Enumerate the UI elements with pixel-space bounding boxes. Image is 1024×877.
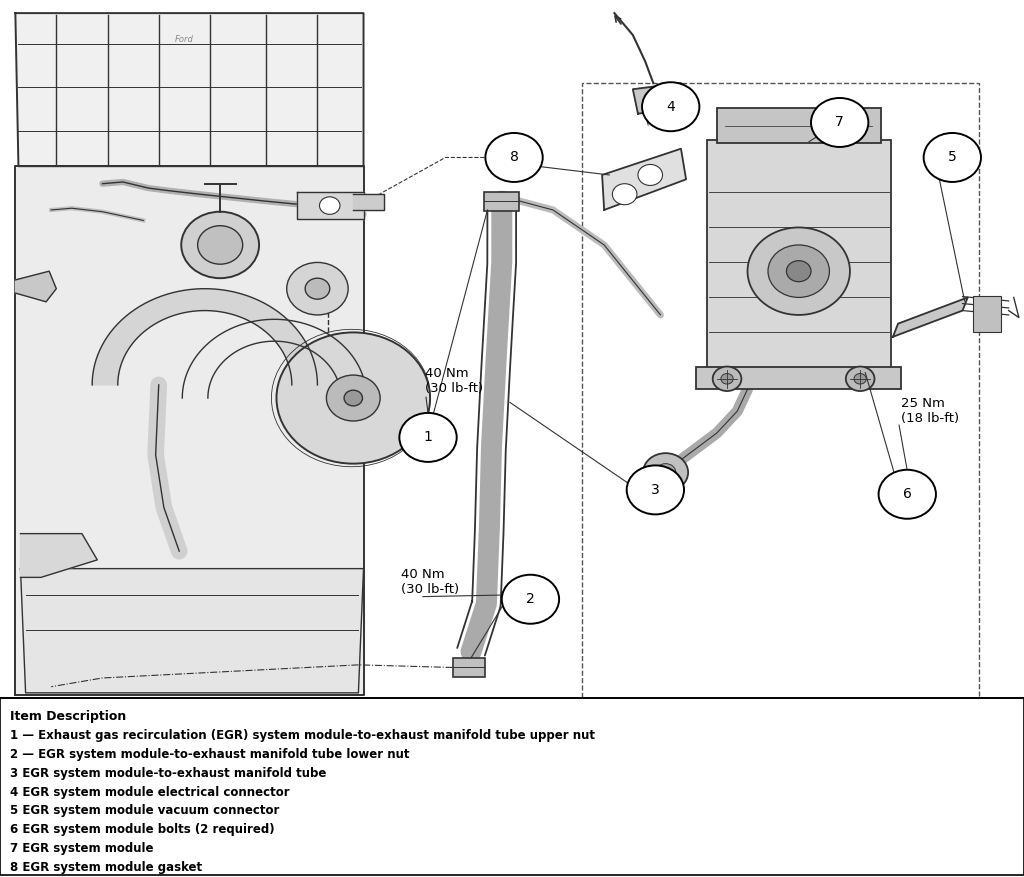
Text: 6: 6 [903,488,911,502]
Bar [717,109,881,144]
Bar [484,191,519,210]
Polygon shape [15,271,56,302]
Polygon shape [92,289,317,385]
Circle shape [846,367,874,391]
Circle shape [879,470,936,519]
Text: 2 — EGR system module-to-exhaust manifold tube lower nut: 2 — EGR system module-to-exhaust manifol… [10,748,410,761]
Circle shape [627,466,684,515]
Circle shape [485,133,543,182]
Text: 40 Nm
(30 lb-ft): 40 Nm (30 lb-ft) [425,367,483,395]
Circle shape [638,165,663,185]
Bar [707,140,891,376]
Polygon shape [633,83,687,114]
Polygon shape [20,568,364,693]
Text: 3 EGR system module-to-exhaust manifold tube: 3 EGR system module-to-exhaust manifold … [10,766,327,780]
Circle shape [854,374,866,384]
Circle shape [748,227,850,315]
Text: 7 EGR system module: 7 EGR system module [10,842,154,855]
Circle shape [181,211,259,278]
Polygon shape [297,192,364,218]
Circle shape [642,82,699,132]
Polygon shape [602,149,686,210]
Bar [0,698,1024,874]
Text: 1: 1 [424,431,432,445]
Circle shape [655,464,676,481]
Circle shape [786,260,811,282]
Text: 1 — Exhaust gas recirculation (EGR) system module-to-exhaust manifold tube upper: 1 — Exhaust gas recirculation (EGR) syst… [10,729,595,742]
Circle shape [198,225,243,264]
Text: 40 Nm
(30 lb-ft): 40 Nm (30 lb-ft) [401,567,460,595]
Circle shape [924,133,981,182]
Polygon shape [20,533,97,577]
Circle shape [399,413,457,462]
Circle shape [276,332,430,464]
Circle shape [319,196,340,214]
Text: 4 EGR system module electrical connector: 4 EGR system module electrical connector [10,786,290,799]
Circle shape [811,98,868,147]
Polygon shape [353,194,384,210]
Text: Ford: Ford [175,35,194,44]
Text: Item Description: Item Description [10,710,127,724]
Text: 25 Nm
(18 lb-ft): 25 Nm (18 lb-ft) [901,397,959,425]
Circle shape [305,278,330,299]
Text: 8 EGR system module gasket: 8 EGR system module gasket [10,861,203,873]
Circle shape [612,183,637,204]
Circle shape [287,262,348,315]
Text: 5: 5 [948,151,956,165]
Polygon shape [15,13,364,167]
Bar [973,296,1001,332]
Bar [582,83,979,704]
Circle shape [643,453,688,492]
Circle shape [768,245,829,297]
Text: 8: 8 [510,151,518,165]
Circle shape [344,390,362,406]
Circle shape [502,574,559,624]
Circle shape [713,367,741,391]
Text: 3: 3 [651,483,659,497]
Bar [453,658,485,677]
Circle shape [327,375,380,421]
Polygon shape [893,297,968,337]
Text: 2: 2 [526,592,535,606]
Text: 6 EGR system module bolts (2 required): 6 EGR system module bolts (2 required) [10,824,274,836]
Polygon shape [15,167,364,695]
Bar [696,367,901,389]
Text: 7: 7 [836,116,844,130]
Text: 5 EGR system module vacuum connector: 5 EGR system module vacuum connector [10,804,280,817]
Text: 4: 4 [667,100,675,114]
Circle shape [721,374,733,384]
